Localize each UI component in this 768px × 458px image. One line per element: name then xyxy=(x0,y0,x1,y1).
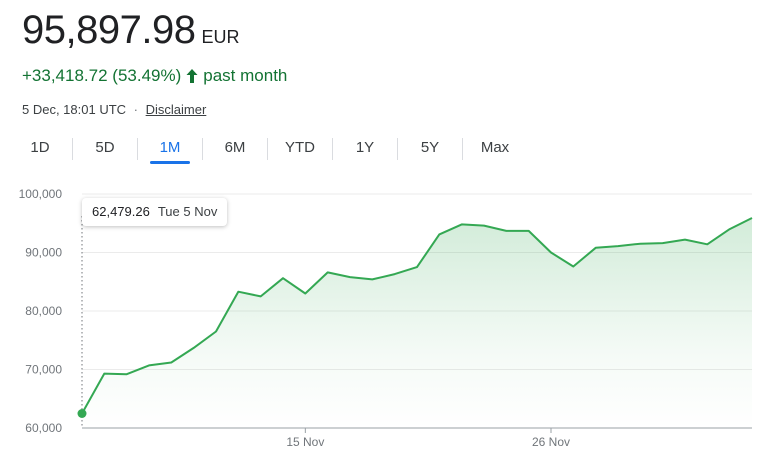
data-point xyxy=(705,242,709,246)
data-point xyxy=(192,346,196,350)
data-point xyxy=(638,242,642,246)
data-point xyxy=(549,251,553,255)
data-point xyxy=(504,229,508,233)
data-point xyxy=(214,329,218,333)
tab-5d[interactable]: 5D xyxy=(95,139,115,156)
tab-5y[interactable]: 5Y xyxy=(420,139,440,156)
tooltip-date: Tue 5 Nov xyxy=(157,204,218,219)
series-area xyxy=(82,218,752,428)
data-point xyxy=(437,232,441,236)
data-point xyxy=(661,241,665,245)
disclaimer-link[interactable]: Disclaimer xyxy=(145,102,207,117)
y-tick-label: 60,000 xyxy=(25,421,62,435)
change-period: past month xyxy=(203,66,288,85)
tab-divider xyxy=(332,138,333,160)
data-point xyxy=(236,290,240,294)
data-point xyxy=(571,265,575,269)
y-tick-label: 80,000 xyxy=(25,304,62,318)
data-point xyxy=(147,363,151,367)
tab-divider xyxy=(202,138,203,160)
price-change: +33,418.72 (53.49%) xyxy=(22,66,182,85)
data-point xyxy=(326,270,330,274)
range-tabs: 1D 5D 1M 6M YTD 1Y 5Y Max xyxy=(8,132,527,166)
data-point xyxy=(750,216,754,220)
data-point xyxy=(125,372,129,376)
tab-divider xyxy=(462,138,463,160)
tab-divider xyxy=(72,138,73,160)
data-point xyxy=(683,238,687,242)
arrow-up-icon xyxy=(185,68,199,84)
data-point xyxy=(102,372,106,376)
data-point xyxy=(460,222,464,226)
data-point xyxy=(303,291,307,295)
tab-divider xyxy=(397,138,398,160)
data-point xyxy=(594,246,598,250)
data-point xyxy=(393,272,397,276)
data-point xyxy=(370,277,374,281)
tab-6m[interactable]: 6M xyxy=(224,139,246,156)
data-point xyxy=(281,276,285,280)
data-point xyxy=(482,224,486,228)
tab-divider xyxy=(137,138,138,160)
series-line xyxy=(81,217,753,414)
x-tick-label: 26 Nov xyxy=(532,435,570,449)
data-point xyxy=(415,265,419,269)
tab-ytd[interactable]: YTD xyxy=(285,139,315,156)
tab-1d[interactable]: 1D xyxy=(30,139,50,156)
highlighted-point xyxy=(77,408,87,418)
chart-tooltip: 62,479.26 Tue 5 Nov xyxy=(82,198,228,226)
price-row: 95,897.98 EUR xyxy=(22,8,239,58)
change-row: +33,418.72 (53.49%) past month xyxy=(22,66,287,86)
current-price: 95,897.98 xyxy=(22,8,196,52)
tooltip-value: 62,479.26 xyxy=(92,204,150,219)
y-tick-label: 70,000 xyxy=(25,363,62,377)
tab-1m[interactable]: 1M xyxy=(138,132,202,166)
meta-row: 5 Dec, 18:01 UTC · Disclaimer xyxy=(22,102,206,117)
y-tick-label: 90,000 xyxy=(25,246,62,260)
data-point xyxy=(527,229,531,233)
tab-1y[interactable]: 1Y xyxy=(355,139,375,156)
currency-code: EUR xyxy=(201,27,240,47)
tab-max[interactable]: Max xyxy=(480,139,510,156)
y-tick-label: 100,000 xyxy=(19,187,63,201)
data-point xyxy=(616,244,620,248)
timestamp: 5 Dec, 18:01 UTC xyxy=(22,102,127,117)
meta-separator: · xyxy=(133,102,139,117)
data-point xyxy=(259,294,263,298)
price-chart-svg: 60,000 70,000 80,000 90,000 100,000 15 Nov 26 … xyxy=(19,187,754,449)
data-point xyxy=(169,360,173,364)
price-chart[interactable]: 60,000 70,000 80,000 90,000 100,000 15 Nov 26 … xyxy=(0,176,768,458)
x-tick-label: 15 Nov xyxy=(286,435,324,449)
tab-divider xyxy=(267,138,268,160)
data-point xyxy=(348,275,352,279)
data-point xyxy=(728,227,732,231)
